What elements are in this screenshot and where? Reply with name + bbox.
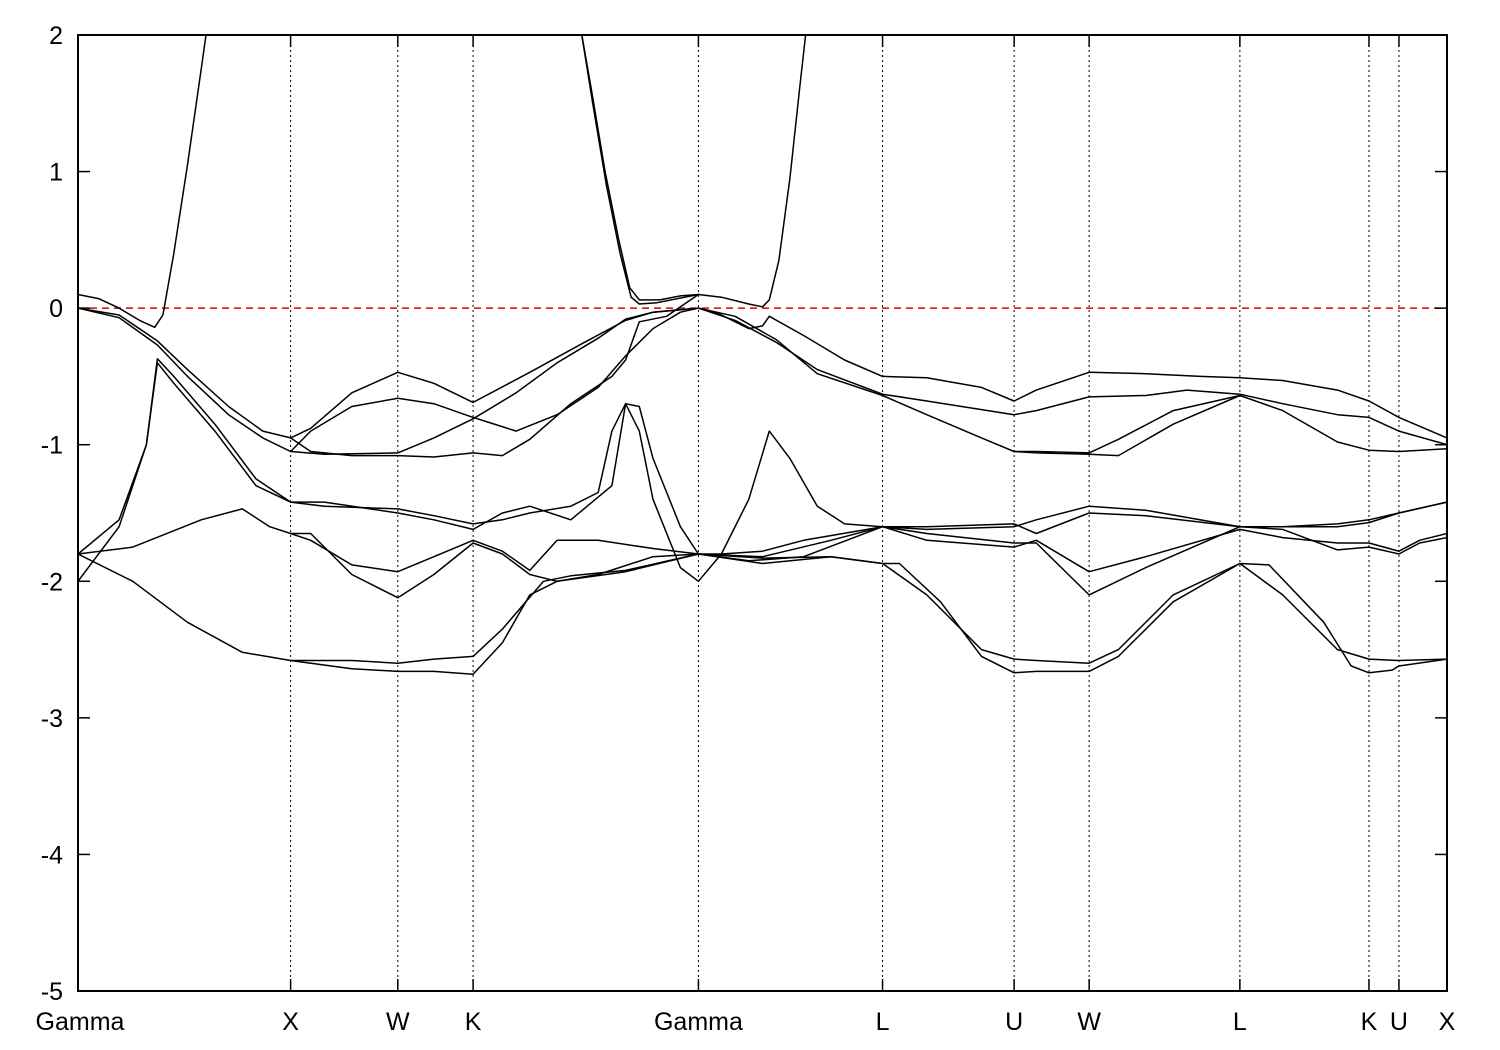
x-tick-label: W <box>1077 1008 1101 1036</box>
y-tick-label: -4 <box>41 841 63 869</box>
y-tick-label: -3 <box>41 705 63 733</box>
x-tick-label: X <box>282 1008 299 1036</box>
x-tick-label: Gamma <box>654 1008 743 1036</box>
y-tick-label: -5 <box>41 978 63 1006</box>
band-line-14 <box>290 553 1447 675</box>
band-line-2 <box>581 35 807 308</box>
band-line-13 <box>78 553 1447 664</box>
x-tick-label: L <box>876 1008 890 1036</box>
band-line-8 <box>1014 394 1241 457</box>
x-tick-label: K <box>465 1008 482 1036</box>
band-line-6 <box>290 307 1447 456</box>
plot-border <box>77 34 1448 992</box>
band-line-4 <box>78 307 1447 439</box>
x-axis-ticks: Gamma X W K Gamma L U W L K U X <box>36 35 1456 1036</box>
y-tick-label: 2 <box>49 22 63 50</box>
band-line-3 <box>581 35 699 305</box>
y-tick-label: -2 <box>41 568 63 596</box>
band-lines <box>78 35 1447 675</box>
y-tick-label: 0 <box>49 295 63 323</box>
kpoint-gridlines <box>290 35 1400 991</box>
x-tick-label: W <box>386 1008 410 1036</box>
y-tick-label: 1 <box>49 159 63 187</box>
x-tick-label: U <box>1005 1008 1023 1036</box>
x-tick-label: X <box>1439 1008 1456 1036</box>
band-line-11 <box>78 508 1447 573</box>
x-tick-label: L <box>1233 1008 1247 1036</box>
x-tick-label: U <box>1390 1008 1408 1036</box>
band-line-5 <box>78 307 1447 453</box>
x-tick-label: K <box>1361 1008 1378 1036</box>
y-axis-ticks: 2 1 0 -1 -2 -3 -4 -5 <box>41 22 1447 1006</box>
band-line-10 <box>78 362 1447 583</box>
band-line-1 <box>78 35 207 329</box>
y-tick-label: -1 <box>41 432 63 460</box>
band-line-7 <box>290 293 699 458</box>
band-line-9 <box>78 357 1447 555</box>
x-tick-label: Gamma <box>36 1008 125 1036</box>
plot-frame <box>77 34 1448 992</box>
